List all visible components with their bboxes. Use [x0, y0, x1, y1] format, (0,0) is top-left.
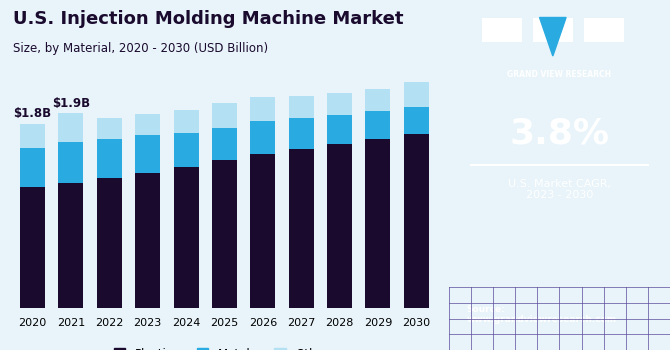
- FancyBboxPatch shape: [584, 18, 624, 42]
- Bar: [20, 187, 45, 308]
- Bar: [365, 139, 391, 308]
- Bar: [212, 160, 237, 308]
- Bar: [135, 135, 160, 173]
- Bar: [20, 124, 45, 148]
- Bar: [404, 107, 429, 134]
- Bar: [97, 139, 122, 178]
- Text: Source:
www.grandviewresearch.com: Source: www.grandviewresearch.com: [466, 304, 616, 324]
- Bar: [212, 103, 237, 128]
- Bar: [251, 154, 275, 308]
- Bar: [251, 97, 275, 121]
- Bar: [404, 83, 429, 107]
- Bar: [58, 113, 84, 142]
- Bar: [135, 173, 160, 308]
- Bar: [327, 93, 352, 115]
- Text: 3.8%: 3.8%: [509, 116, 610, 150]
- Text: $1.9B: $1.9B: [52, 97, 90, 110]
- Bar: [289, 96, 314, 118]
- Text: Size, by Material, 2020 - 2030 (USD Billion): Size, by Material, 2020 - 2030 (USD Bill…: [13, 42, 269, 55]
- Bar: [174, 133, 198, 167]
- Bar: [365, 89, 391, 111]
- FancyBboxPatch shape: [482, 18, 522, 42]
- Bar: [365, 111, 391, 139]
- Bar: [174, 167, 198, 308]
- Bar: [58, 142, 84, 183]
- FancyBboxPatch shape: [533, 18, 573, 42]
- Text: GRAND VIEW RESEARCH: GRAND VIEW RESEARCH: [507, 70, 612, 79]
- Bar: [251, 121, 275, 154]
- Bar: [97, 118, 122, 139]
- Bar: [212, 128, 237, 160]
- Polygon shape: [539, 18, 566, 56]
- Text: $1.8B: $1.8B: [13, 107, 52, 120]
- Bar: [289, 149, 314, 308]
- Text: U.S. Market CAGR,
2023 - 2030: U.S. Market CAGR, 2023 - 2030: [508, 178, 611, 200]
- Legend: Plastic, Metal, Others: Plastic, Metal, Others: [109, 343, 340, 350]
- Bar: [97, 178, 122, 308]
- Bar: [404, 134, 429, 308]
- Bar: [135, 114, 160, 135]
- Bar: [20, 148, 45, 187]
- Bar: [174, 110, 198, 133]
- Bar: [289, 118, 314, 149]
- Bar: [327, 144, 352, 308]
- Bar: [327, 115, 352, 144]
- Text: U.S. Injection Molding Machine Market: U.S. Injection Molding Machine Market: [13, 10, 404, 28]
- Bar: [58, 183, 84, 308]
